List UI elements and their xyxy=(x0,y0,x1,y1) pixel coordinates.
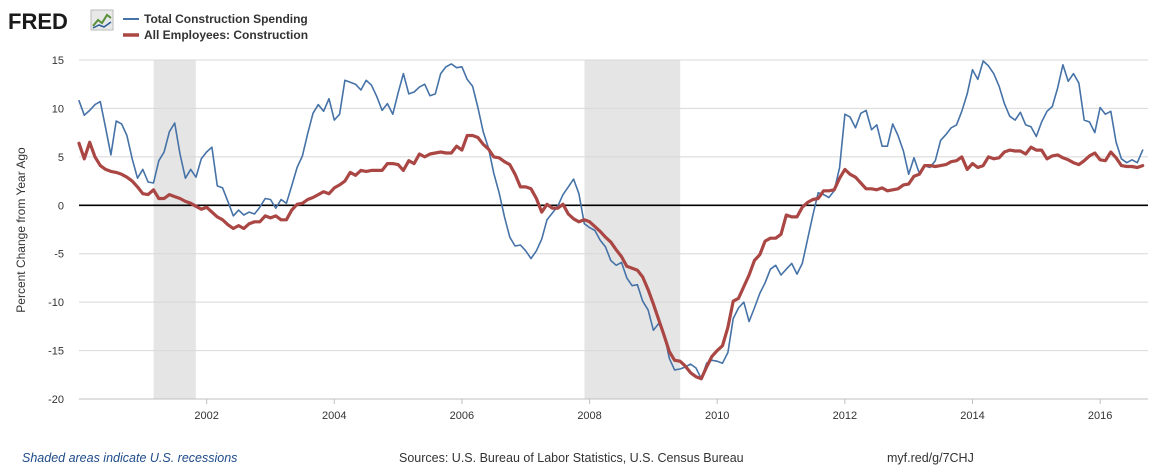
recession-band-1 xyxy=(153,60,196,399)
y-tick-label: -20 xyxy=(48,394,64,406)
x-tick-label: 2006 xyxy=(450,410,474,422)
legend: Total Construction Spending All Employee… xyxy=(123,12,308,42)
x-tick-label: 2016 xyxy=(1088,410,1112,422)
x-tick-label: 2010 xyxy=(705,410,729,422)
y-tick-label: 10 xyxy=(52,103,64,115)
fred-logo[interactable]: FRED xyxy=(8,9,114,34)
y-tick-label: -5 xyxy=(54,249,64,261)
y-tick-label: 15 xyxy=(52,55,64,67)
series-line-2[interactable] xyxy=(77,133,1145,381)
x-tick-label: 2004 xyxy=(322,410,346,422)
short-link[interactable]: myf.red/g/7CHJ xyxy=(887,451,974,465)
legend-label-2: All Employees: Construction xyxy=(144,28,308,42)
series-line-1[interactable] xyxy=(78,60,1144,380)
fred-chart-logo-icon xyxy=(90,9,114,31)
brand-wordmark: FRED xyxy=(8,9,68,34)
sources-text: Sources: U.S. Bureau of Labor Statistics… xyxy=(399,451,744,465)
y-tick-label: 0 xyxy=(58,200,64,212)
y-axis-tick-labels: 15 10 5 0 -5 -10 -15 -20 xyxy=(48,55,64,406)
legend-label-1: Total Construction Spending xyxy=(144,12,308,26)
y-tick-label: -10 xyxy=(48,297,64,309)
legend-item-all-employees-construction[interactable]: All Employees: Construction xyxy=(123,28,308,42)
x-tick-label: 2008 xyxy=(577,410,601,422)
y-tick-label: -15 xyxy=(48,346,64,358)
series-lines xyxy=(77,60,1145,381)
x-axis-tick-labels: 2002 2004 2006 2008 2010 2012 2014 2016 xyxy=(79,398,1148,422)
y-tick-label: 5 xyxy=(58,152,64,164)
x-tick-label: 2002 xyxy=(194,410,218,422)
x-tick-label: 2012 xyxy=(833,410,857,422)
legend-item-total-construction-spending[interactable]: Total Construction Spending xyxy=(123,12,308,26)
x-tick-label: 2014 xyxy=(960,410,984,422)
recession-note: Shaded areas indicate U.S. recessions xyxy=(22,451,238,465)
y-axis-title: Percent Change from Year Ago xyxy=(14,147,28,313)
